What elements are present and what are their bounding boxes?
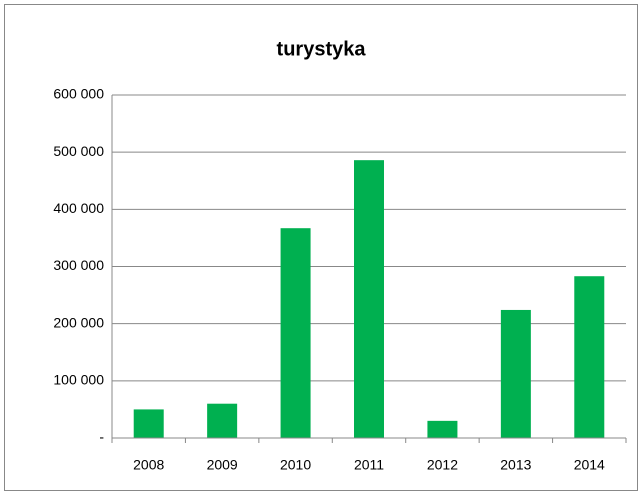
x-tick-label: 2009	[207, 457, 238, 473]
y-tick-label: -	[99, 429, 104, 445]
bar	[574, 276, 605, 438]
x-tick-label: 2011	[354, 457, 384, 473]
y-tick-label: 200 000	[53, 314, 104, 330]
chart-frame	[4, 4, 638, 491]
x-tick-label: 2012	[427, 457, 458, 473]
bar	[427, 420, 458, 438]
x-tick-label: 2008	[133, 457, 164, 473]
x-tick-label: 2014	[574, 457, 605, 473]
bar	[354, 160, 384, 439]
bar	[133, 409, 164, 438]
bar	[500, 309, 531, 438]
x-tick-label: 2013	[500, 457, 531, 473]
bar	[280, 228, 311, 438]
y-tick-label: 300 000	[53, 257, 104, 273]
y-tick-label: 500 000	[53, 143, 104, 159]
y-tick-label: 600 000	[53, 86, 104, 102]
y-tick-label: 400 000	[53, 200, 104, 216]
x-tick-label: 2010	[280, 457, 311, 473]
chart-title: turystyka	[277, 38, 367, 60]
bar	[207, 403, 238, 438]
y-tick-label: 100 000	[53, 372, 104, 388]
